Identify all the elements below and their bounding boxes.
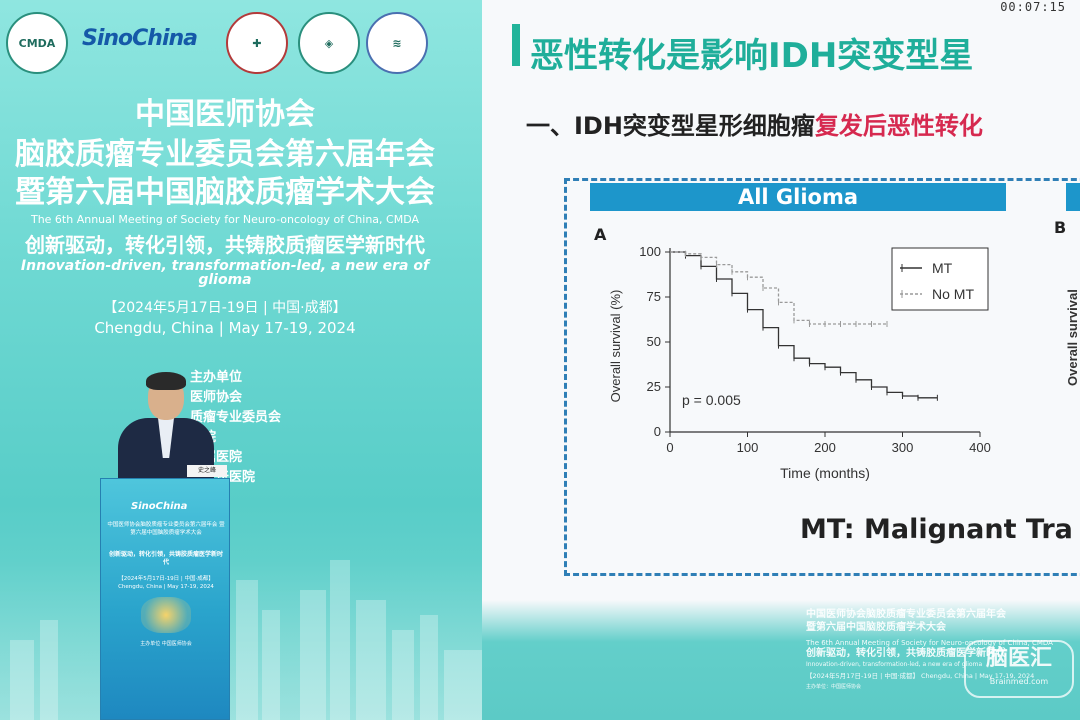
y-tick-label: 100	[639, 244, 661, 259]
podium-logo: SinoChina	[131, 501, 188, 512]
sinochina-logo: SinoChina	[82, 26, 198, 51]
podium-date: 【2024年5月17日-19日 | 中国·成都】 Chengdu, China …	[118, 576, 214, 590]
conference-date-cn: 【2024年5月17日-19日 | 中国·成都】	[103, 300, 347, 316]
subtitle-text: 一、IDH突变型星形细胞瘤	[526, 112, 815, 140]
bottom-banner-organizer: 主办单位：中国医师协会	[806, 684, 862, 690]
podium-slogan: 创新驱动，转化引领，共铸胶质瘤医学新时代	[108, 551, 223, 566]
sponsor-logos: CMDA SinoChina ✚ ◈ ≋	[0, 0, 440, 90]
speaker-nameplate: 史之峰	[187, 465, 227, 477]
conference-slogan: 创新驱动，转化引领，共铸胶质瘤医学新时代	[25, 233, 425, 257]
x-tick-label: 100	[737, 440, 759, 455]
panel-b-ylabel-text: Overall survival	[1066, 289, 1080, 386]
podium-organizer: 主办单位 中国医师协会	[140, 641, 192, 647]
bottom-banner-en: The 6th Annual Meeting of Society for Ne…	[806, 639, 1053, 647]
screen-bottom-overlay	[482, 600, 1080, 720]
lectern: 史之峰 SinoChina 中国医师协会脑胶质瘤专业委员会第六届年会 暨第六届中…	[100, 465, 230, 720]
university-seal-logo: ◈	[298, 12, 360, 74]
y-tick-label: 25	[647, 379, 661, 394]
bottom-banner-title-2: 暨第六届中国脑胶质瘤学术大会	[806, 622, 946, 633]
subtitle-highlight: 复发后恶性转化	[814, 112, 983, 140]
panel-b-ylabel: Overall survival	[1066, 289, 1080, 386]
y-axis-label: Overall survival (%)	[608, 290, 623, 403]
brainmed-watermark: 脑医汇 Brainmed.com	[964, 640, 1074, 698]
y-tick-label: 50	[647, 334, 661, 349]
x-tick-label: 400	[969, 440, 991, 455]
y-tick-label: 75	[647, 289, 661, 304]
conference-org: 中国医师协会	[135, 97, 315, 132]
x-axis-label: Time (months)	[780, 465, 870, 481]
conference-title-en: The 6th Annual Meeting of Society for Ne…	[30, 213, 420, 226]
bottom-banner-slogan: 创新驱动，转化引领，共铸胶质瘤医学新时代	[806, 648, 1006, 659]
tiantan-hospital-logo: ≋	[366, 12, 428, 74]
x-tick-label: 200	[814, 440, 836, 455]
y-tick-label: 0	[654, 424, 661, 439]
panel-b-letter: B	[1054, 218, 1067, 237]
watermark-sub: Brainmed.com	[989, 677, 1049, 686]
p-value-annotation: p = 0.005	[682, 392, 741, 408]
panel-a-header: All Glioma	[590, 183, 1006, 211]
legend-box	[891, 247, 989, 311]
kaplan-meier-chart: 0 100 200 300 400 0 25 50 75 100 Time (months) Over…	[608, 244, 991, 481]
organizer-item: 质瘤专业委员会	[190, 410, 282, 425]
projection-screen: 00:07:15	[482, 0, 1080, 645]
legend-label: MT	[932, 260, 953, 276]
conference-slogan-en: Innovation-driven, transformation-led, a…	[20, 258, 430, 288]
legend-caption: MT: Malignant Tra	[800, 514, 1073, 545]
survival-curve-no-mt	[670, 251, 887, 325]
conference-title-1: 脑胶质瘤专业委员会第六届年会	[15, 137, 435, 172]
slide-title: 恶性转化是影响IDH突变型星	[530, 36, 974, 76]
speaker-hair	[146, 372, 186, 390]
cmda-logo: CMDA	[6, 12, 68, 74]
panel-a-letter: A	[594, 225, 607, 244]
organizer-item: 医师协会	[190, 390, 243, 405]
figure-frame	[564, 178, 1080, 576]
city-skyline-graphic	[10, 560, 484, 720]
bottom-right-banner: 中国医师协会脑胶质瘤专业委员会第六届年会 暨第六届中国脑胶质瘤学术大会 The …	[806, 608, 1076, 691]
x-tick-label: 300	[892, 440, 914, 455]
china-map-graphic	[141, 597, 191, 633]
podium-title: 中国医师协会脑胶质瘤专业委员会第六届年会 暨第六届中国脑胶质瘤学术大会	[107, 522, 225, 536]
conference-title-2: 暨第六届中国脑胶质瘤学术大会	[15, 175, 435, 210]
legend-label: No MT	[932, 286, 974, 302]
speaker-shirt	[158, 418, 174, 458]
x-tick-label: 0	[666, 440, 673, 455]
slide-timer: 00:07:15	[1000, 0, 1066, 14]
conference-banner: 中国医师协会 脑胶质瘤专业委员会第六届年会 暨第六届中国脑胶质瘤学术大会 The…	[0, 100, 450, 336]
conference-date-en: Chengdu, China | May 17-19, 2024	[94, 319, 356, 337]
organizer-item: 主办单位	[190, 370, 243, 385]
watermark-main: 脑医汇	[985, 646, 1052, 671]
bottom-banner-date: 【2024年5月17日-19日 | 中国·成都】 Chengdu, China …	[806, 672, 1035, 680]
hospital-seal-logo: ✚	[226, 12, 288, 74]
bottom-banner-title-1: 中国医师协会脑胶质瘤专业委员会第六届年会	[806, 609, 1006, 620]
panel-b-header	[1066, 183, 1080, 211]
bottom-banner-slogan-en: Innovation-driven, transformation-led, a…	[806, 661, 983, 668]
slide-subtitle: 一、IDH突变型星形细胞瘤复发后恶性转化	[526, 106, 983, 141]
title-accent-bar	[512, 24, 520, 66]
